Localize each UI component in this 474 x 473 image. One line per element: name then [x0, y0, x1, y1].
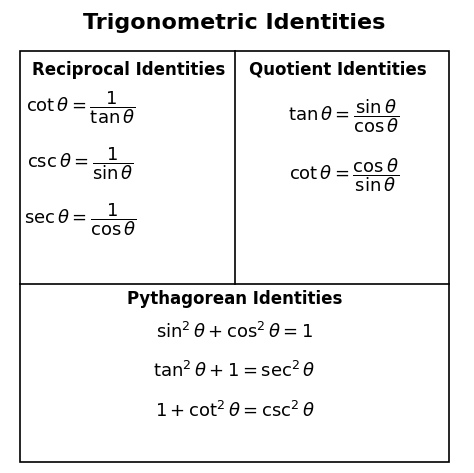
Text: $\sec\theta = \dfrac{1}{\cos\theta}$: $\sec\theta = \dfrac{1}{\cos\theta}$ [24, 201, 137, 238]
Text: Trigonometric Identities: Trigonometric Identities [83, 13, 386, 33]
Text: $\tan^2\theta + 1 = \sec^2\theta$: $\tan^2\theta + 1 = \sec^2\theta$ [153, 360, 316, 381]
Text: $\cot\theta = \dfrac{1}{\tan\theta}$: $\cot\theta = \dfrac{1}{\tan\theta}$ [26, 89, 136, 125]
Text: $\cot\theta = \dfrac{\cos\theta}{\sin\theta}$: $\cot\theta = \dfrac{\cos\theta}{\sin\th… [289, 157, 399, 194]
Text: $\csc\theta = \dfrac{1}{\sin\theta}$: $\csc\theta = \dfrac{1}{\sin\theta}$ [27, 145, 134, 182]
Text: $\tan\theta = \dfrac{\sin\theta}{\cos\theta}$: $\tan\theta = \dfrac{\sin\theta}{\cos\th… [288, 98, 400, 135]
Text: Pythagorean Identities: Pythagorean Identities [127, 289, 342, 307]
Text: Reciprocal Identities: Reciprocal Identities [32, 61, 225, 79]
Text: $1 + \cot^2\theta = \csc^2\theta$: $1 + \cot^2\theta = \csc^2\theta$ [155, 401, 314, 420]
Text: Quotient Identities: Quotient Identities [248, 61, 426, 79]
Text: $\sin^2\theta + \cos^2\theta = 1$: $\sin^2\theta + \cos^2\theta = 1$ [156, 322, 313, 342]
